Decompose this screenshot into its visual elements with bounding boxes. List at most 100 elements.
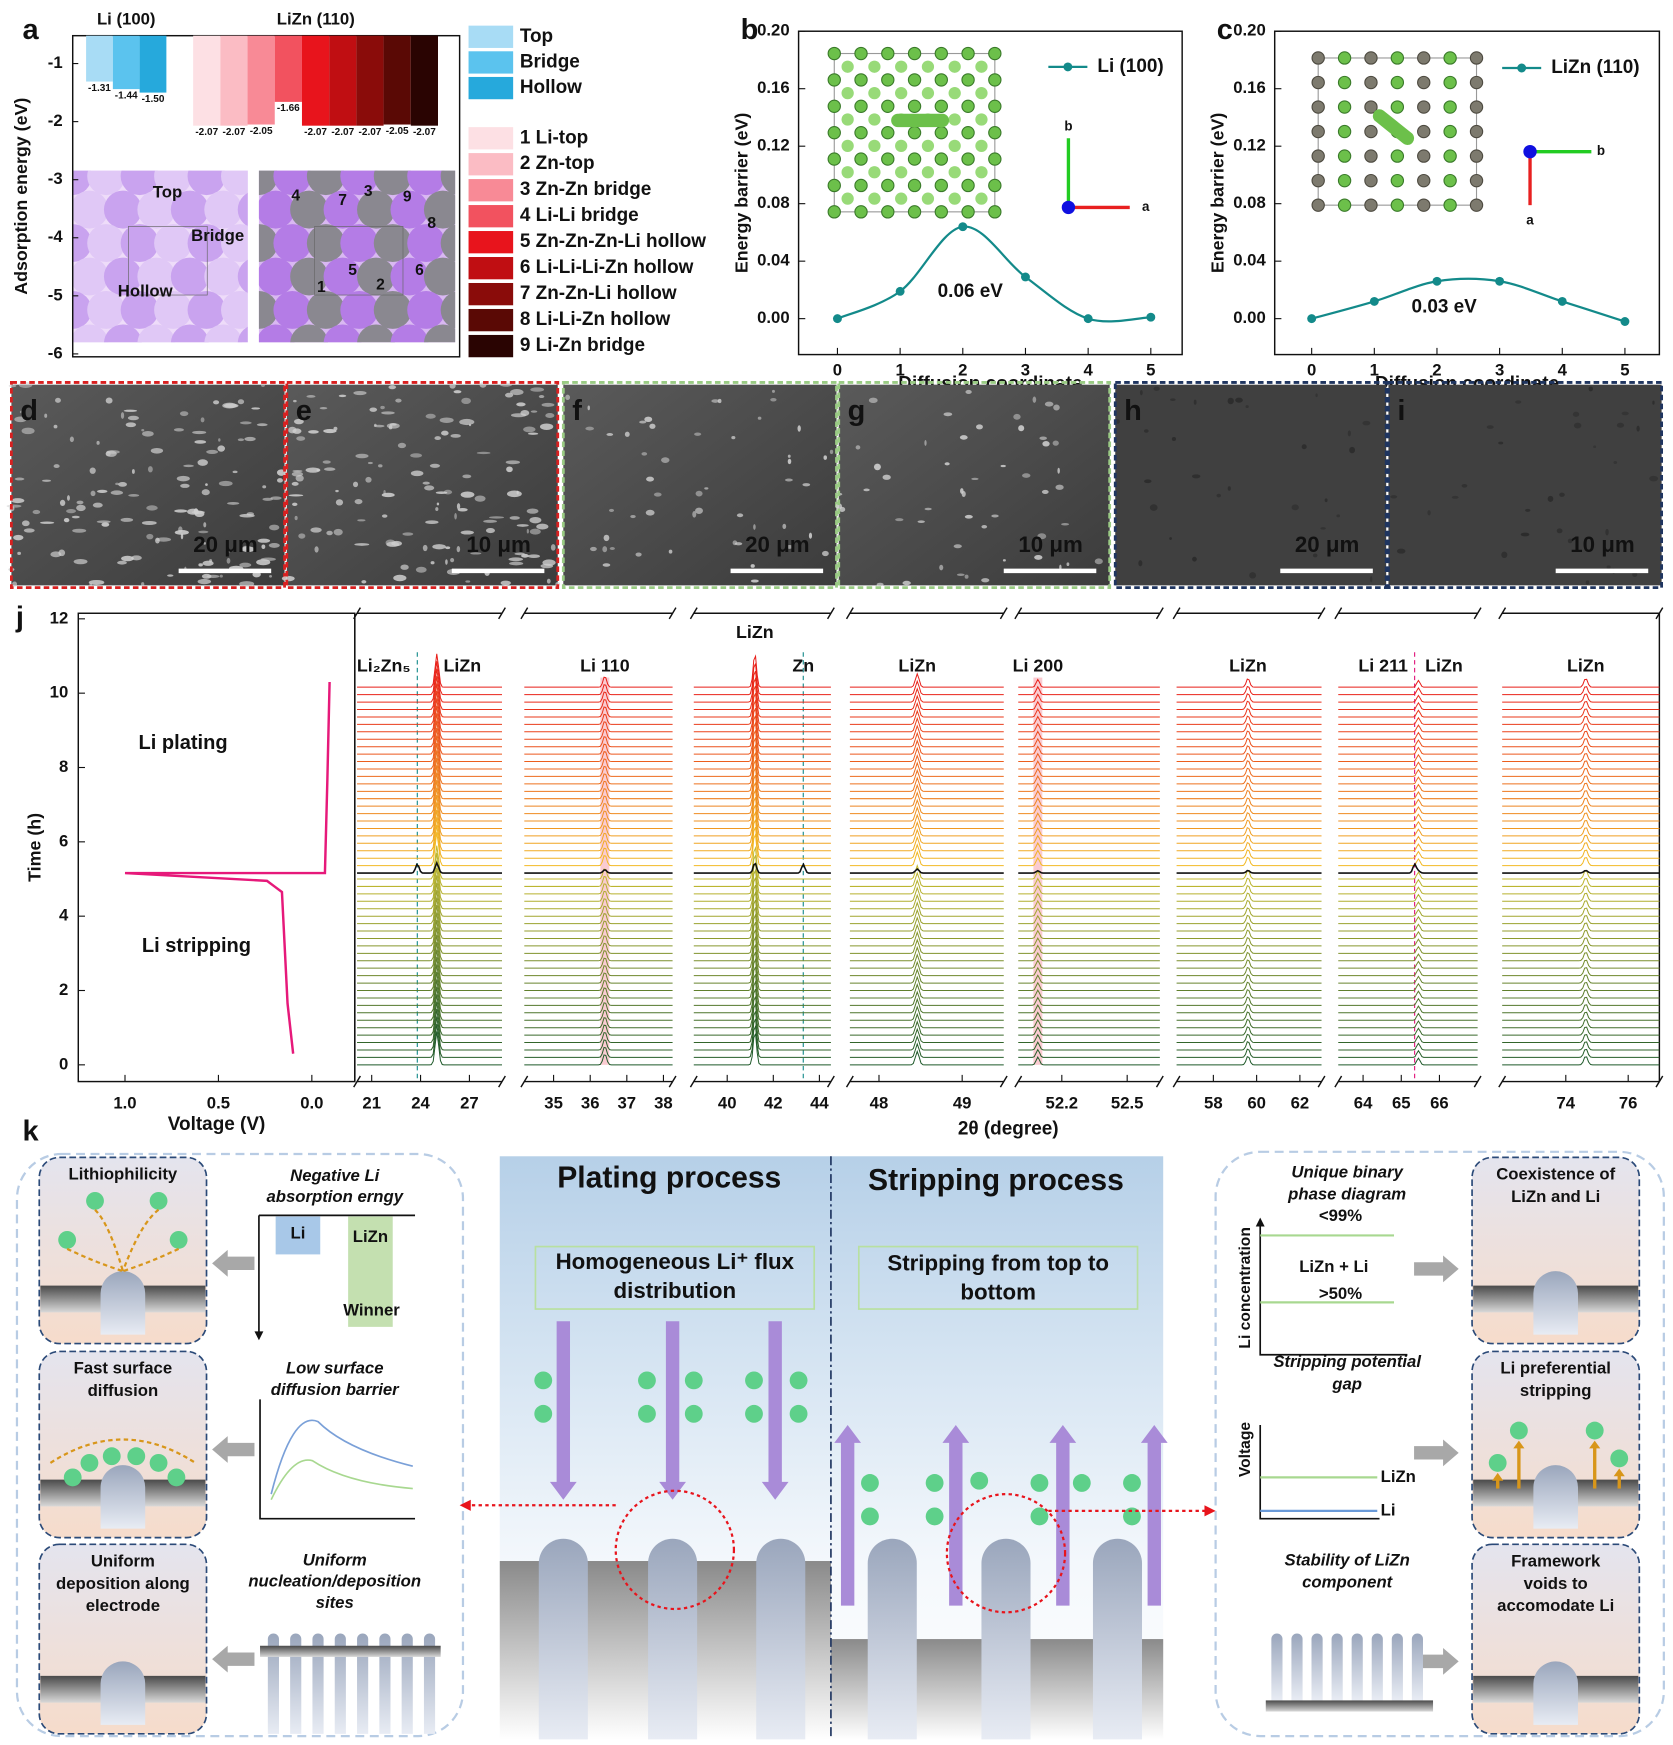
sem-feature [991,514,999,518]
xrd-trace [357,1001,502,1036]
panel-label: d [20,395,38,427]
xrd-trace [1176,841,1322,852]
legend-label: 9 Li-Zn bridge [520,335,645,356]
data-point [1021,272,1030,282]
sem-feature [540,563,554,569]
x-axis-label: Voltage (V) [168,1114,266,1135]
xrd-trace [1502,760,1660,770]
x-tick-label: 42 [764,1093,783,1112]
xrd-trace [357,912,502,947]
sem-feature [526,528,529,534]
bar [139,35,167,93]
sem-feature [439,417,454,423]
comb-finger [1291,1633,1303,1701]
sem-feature [943,412,953,417]
sem-image [563,384,837,586]
sem-feature [53,464,60,469]
li-atom [1488,1453,1507,1472]
bar [410,35,438,126]
sem-feature [1349,446,1355,454]
sem-feature [1094,558,1103,565]
sem-feature [256,423,268,427]
legend-label: 3 Zn-Zn bridge [520,179,652,200]
xrd-trace [524,868,673,880]
xrd-trace [1338,990,1478,999]
sem-feature [105,451,111,457]
li-atom [167,1468,186,1487]
sem-feature [213,400,220,405]
xrd-trace [1338,982,1478,991]
xrd-trace [849,850,1004,867]
sem-feature [1018,425,1025,432]
xrd-trace [1502,996,1660,1006]
sem-feature [630,514,636,519]
sem-feature [295,474,304,482]
xrd-trace [524,1032,673,1044]
bar [193,35,221,126]
xrd-trace [1018,929,1160,940]
xrd-trace [1338,953,1478,962]
sem-feature [976,424,983,430]
panel-label: f [572,395,582,427]
atom [1364,173,1378,188]
xrd-trace [357,904,502,940]
axis-break [353,1075,362,1088]
sem-feature [541,402,555,407]
li-atom [1072,1474,1091,1492]
x-tick-label: 3 [1495,361,1504,380]
sem-feature [335,489,339,493]
atom [1311,198,1325,212]
sem-feature [335,499,344,506]
xrd-trace [1338,975,1478,984]
sem-feature [1520,532,1530,537]
comb-finger [357,1633,369,1734]
sem-feature [32,509,41,515]
xrd-trace [1176,966,1322,977]
xrd-trace [1018,797,1160,807]
sem-feature [101,522,110,527]
sem-feature [782,523,787,530]
sem-feature [1055,484,1064,490]
sem-feature [71,515,80,519]
sem-feature [262,497,273,501]
atom [975,166,988,179]
xrd-trace [357,986,502,1021]
label: Li preferential [1500,1359,1611,1378]
sem-feature [750,579,759,583]
sem-feature [1138,560,1143,567]
xrd-trace [849,930,1004,947]
axis-break [999,607,1008,620]
sem-feature [386,423,400,429]
xrd-trace [1338,930,1478,940]
sem-feature [457,507,468,512]
sem-feature [1451,495,1459,499]
legend-marker [1517,63,1527,73]
sem-feature [1652,400,1655,405]
atom [1311,75,1325,90]
xrd-trace [849,672,1004,688]
atom [204,324,243,343]
xrd-trace [524,736,673,748]
xrd-trace [693,804,831,837]
xrd-trace [1338,701,1478,710]
atom [103,324,142,343]
sem-feature [90,490,96,497]
bar [274,35,302,102]
sem-feature [1249,572,1257,579]
xrd-trace [1502,790,1660,800]
xrd-trace [357,802,502,837]
sem-feature [1525,508,1531,512]
atom [290,324,329,343]
xrd-trace [357,1023,502,1058]
xrd-trace [524,1039,673,1051]
label: <99% [1319,1206,1362,1225]
sem-feature [217,445,226,452]
xrd-trace [693,890,831,925]
sem-feature [13,534,24,541]
xrd-trace [1018,899,1160,910]
xrd-trace [849,806,1004,822]
xrd-trace [1338,709,1478,718]
xrd-trace [693,845,831,880]
plot-frame [77,612,356,1083]
